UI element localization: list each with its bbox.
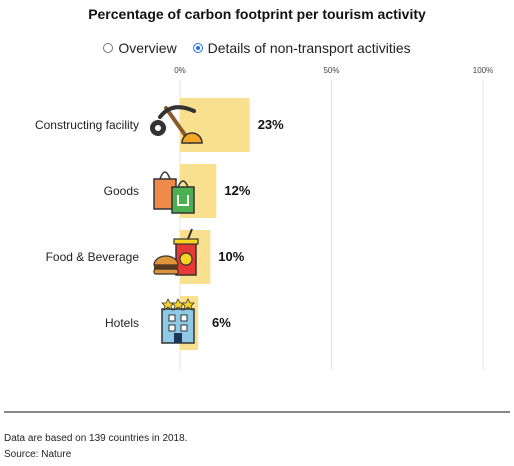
shopping-bags-icon: [153, 171, 195, 214]
bag-front: [171, 186, 195, 214]
chart-title: Percentage of carbon footprint per touri…: [88, 6, 426, 22]
value-label: 12%: [224, 183, 250, 198]
value-label: 23%: [258, 117, 284, 132]
value-label: 10%: [218, 249, 244, 264]
cup-lid: [173, 238, 199, 245]
door: [174, 333, 182, 343]
view-toggle[interactable]: Overview Details of non-transport activi…: [0, 40, 514, 56]
window: [180, 314, 188, 322]
category-label: Goods: [104, 184, 139, 198]
overview-option[interactable]: Overview: [103, 40, 177, 56]
hard-hat: [181, 132, 203, 144]
details-radio[interactable]: [192, 43, 203, 53]
category-label: Hotels: [105, 316, 139, 330]
bar-chart: 0% 50% 100% Constructing facility 23% Goods 1…: [35, 66, 493, 370]
window: [168, 324, 176, 332]
x-tick-label: 0%: [174, 66, 186, 75]
overview-radio[interactable]: [103, 43, 114, 53]
bag-handle: [177, 180, 189, 188]
cup-badge: [179, 252, 193, 266]
patty: [154, 265, 178, 269]
details-option[interactable]: Details of non-transport activities: [192, 40, 411, 56]
source-note: Source: Nature: [4, 449, 72, 460]
window: [168, 314, 176, 322]
category-label: Food & Beverage: [46, 250, 140, 264]
bun-top: [153, 255, 179, 266]
x-tick-label: 100%: [473, 66, 493, 75]
details-label: Details of non-transport activities: [207, 40, 411, 56]
overview-label: Overview: [118, 40, 177, 56]
footer-divider: [4, 411, 510, 413]
bag-handle: [159, 171, 171, 180]
x-tick-label: 50%: [323, 66, 339, 75]
value-label: 6%: [212, 315, 231, 330]
bag-logo: [177, 195, 189, 206]
window: [180, 324, 188, 332]
straw: [187, 228, 193, 240]
bun-bottom: [153, 268, 179, 275]
fast-food-icon: [153, 228, 199, 276]
hotel-icon: [161, 298, 195, 344]
data-note: Data are based on 139 countries in 2018.: [4, 433, 188, 444]
category-label: Constructing facility: [35, 118, 139, 132]
pick-head: [158, 105, 196, 119]
gear-hole: [155, 125, 161, 131]
star: [181, 298, 195, 311]
construction-icon: [150, 105, 203, 144]
